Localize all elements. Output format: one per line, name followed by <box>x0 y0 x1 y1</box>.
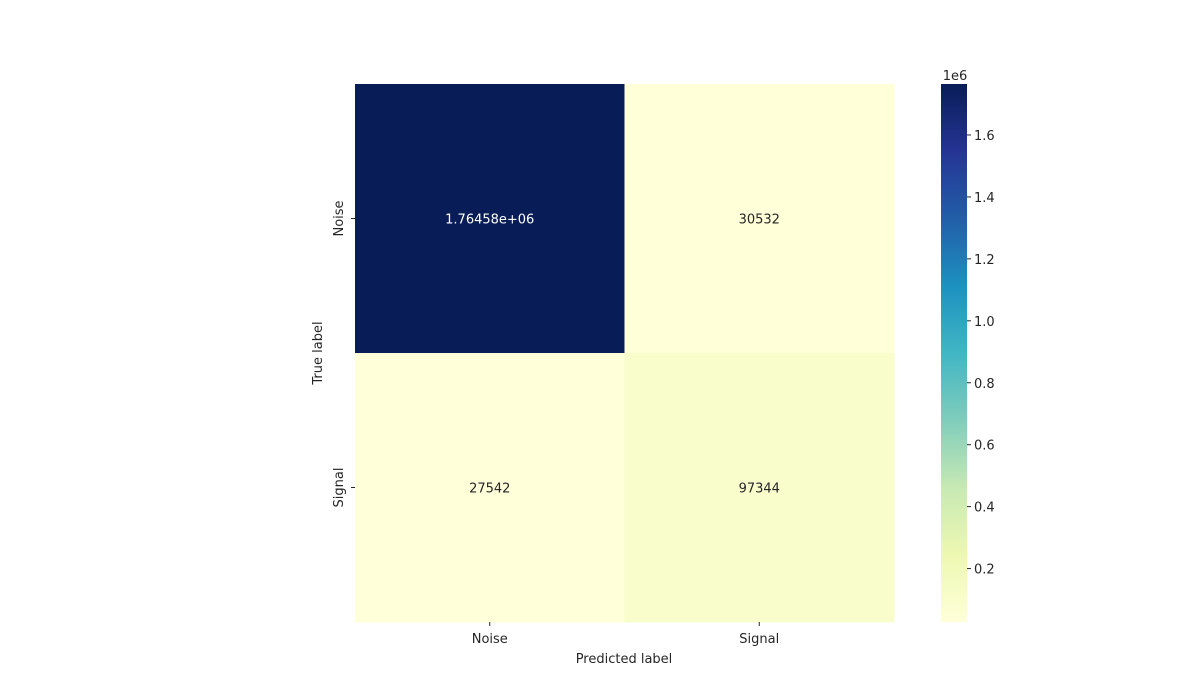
cell-value-label: 30532 <box>739 213 780 228</box>
colorbar-tick-label: 0.8 <box>974 377 995 392</box>
x-axis-label: Predicted label <box>576 652 673 667</box>
y-axis: Noise Signal <box>332 200 355 507</box>
y-axis-label: True label <box>311 321 326 385</box>
x-tick-label: Signal <box>739 632 779 647</box>
y-tick-label: Noise <box>332 200 347 236</box>
x-axis: Noise Signal <box>472 622 779 647</box>
colorbar-offset-label: 1e6 <box>943 69 968 84</box>
heatmap-cells <box>355 84 895 623</box>
y-tick-label: Signal <box>332 468 347 508</box>
colorbar-tick-label: 1.6 <box>974 129 995 144</box>
colorbar-tick-label: 1.2 <box>974 253 995 268</box>
colorbar-tick-label: 0.4 <box>974 501 995 516</box>
colorbar-tick-label: 1.4 <box>974 191 995 206</box>
heatmap-cell <box>624 353 895 623</box>
cell-value-label: 1.76458e+06 <box>445 213 534 228</box>
colorbar-ticks: 0.2 0.4 0.6 0.8 1.0 1.2 1.4 1.6 <box>967 129 995 578</box>
colorbar-tick-label: 1.0 <box>974 315 995 330</box>
cell-annotations: 1.76458e+06 30532 27542 97344 <box>445 213 780 497</box>
x-tick-label: Noise <box>472 632 508 647</box>
heatmap-cell <box>355 84 625 354</box>
colorbar-gradient <box>941 84 967 622</box>
cell-value-label: 27542 <box>469 482 510 497</box>
colorbar-tick-label: 0.6 <box>974 439 995 454</box>
heatmap-cell <box>355 353 625 623</box>
colorbar: 0.2 0.4 0.6 0.8 1.0 1.2 1.4 1.6 1e6 <box>941 69 995 622</box>
colorbar-tick-label: 0.2 <box>974 563 995 578</box>
heatmap-cell <box>624 84 895 354</box>
cell-value-label: 97344 <box>739 482 780 497</box>
